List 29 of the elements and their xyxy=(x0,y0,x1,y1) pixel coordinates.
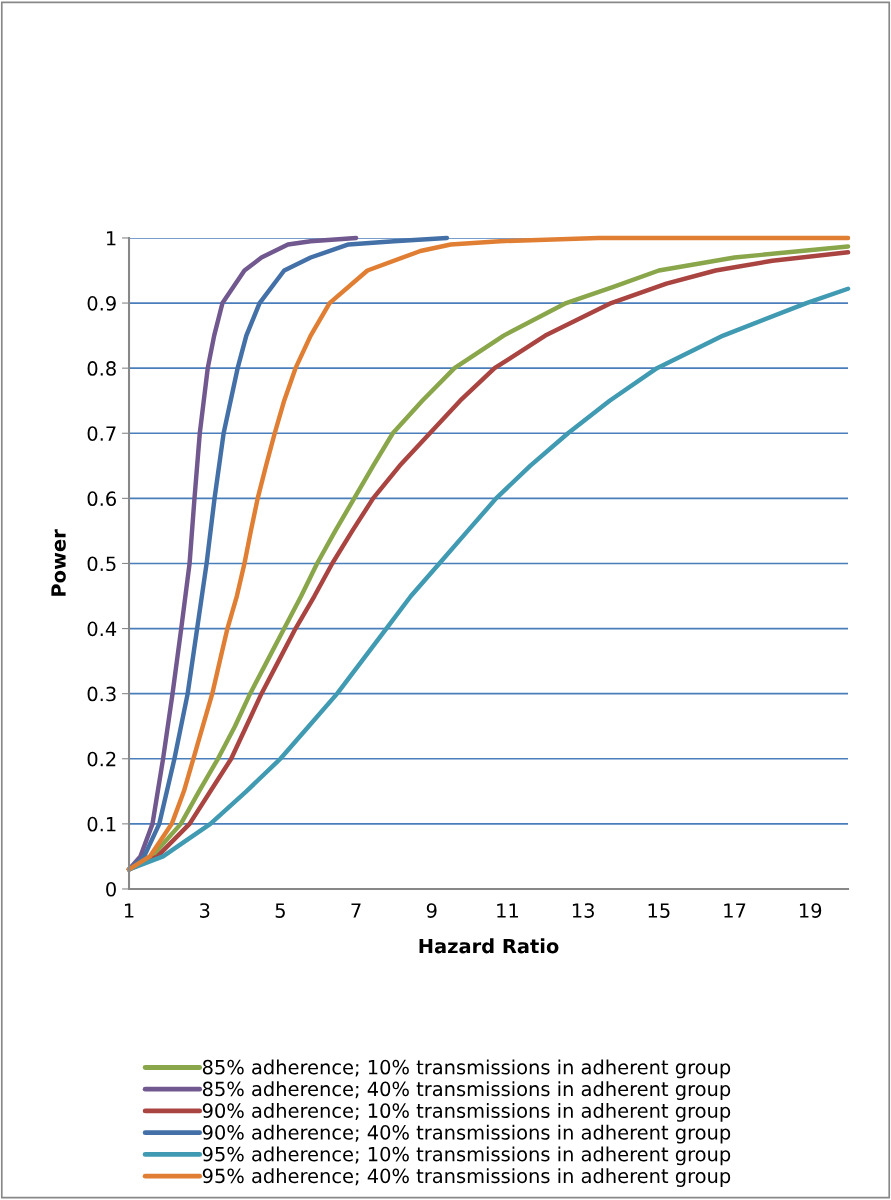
y-tick-label: 0.3 xyxy=(87,686,116,702)
y-tick-label: 0.4 xyxy=(87,621,117,637)
legend-label: 90% adherence; 10% transmissions in adherent group xyxy=(202,1102,731,1122)
legend-label: 85% adherence; 10% transmissions in adherent group xyxy=(202,1059,731,1079)
legend-label: 85% adherence; 40% transmissions in adherent group xyxy=(202,1081,731,1101)
x-tick-label: 15 xyxy=(648,903,670,918)
y-tick-label: 0.1 xyxy=(87,816,116,832)
y-tick-label: 0.9 xyxy=(87,296,116,311)
x-tick-label: 5 xyxy=(275,903,285,918)
y-tick-label: 0.7 xyxy=(87,426,116,441)
x-tick-label: 19 xyxy=(799,903,822,918)
legend-label: 95% adherence; 40% transmissions in adherent group xyxy=(202,1168,731,1187)
y-tick-label: 0.2 xyxy=(87,751,116,767)
y-tick-label: 1 xyxy=(106,231,116,246)
x-tick-label: 1 xyxy=(124,903,134,918)
x-tick-label: 11 xyxy=(497,903,519,918)
x-tick-label: 13 xyxy=(572,903,594,918)
x-tick-label: 17 xyxy=(724,903,746,918)
y-tick-label: 0.5 xyxy=(87,556,116,572)
legend-label: 90% adherence; 40% transmissions in adherent group xyxy=(202,1124,731,1144)
y-tick-label: 0.6 xyxy=(87,491,116,507)
x-axis-title: Hazard Ratio xyxy=(419,938,559,954)
y-tick-label: 0 xyxy=(106,881,116,897)
x-tick-label: 7 xyxy=(351,903,361,918)
x-tick-label: 3 xyxy=(200,903,210,918)
y-axis-title: Power xyxy=(51,529,66,596)
legend-label: 95% adherence; 10% transmissions in adherent group xyxy=(202,1146,731,1166)
y-tick-label: 0.8 xyxy=(87,361,116,376)
x-tick-label: 9 xyxy=(426,903,437,918)
